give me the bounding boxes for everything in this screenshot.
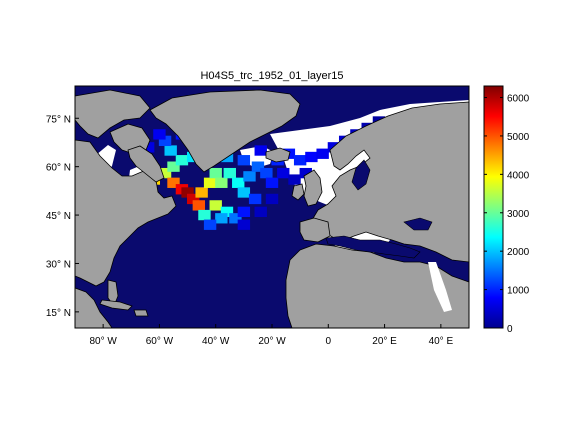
field-cell <box>158 167 172 179</box>
y-tick-label: 45° N <box>46 211 71 222</box>
field-cell <box>237 206 251 218</box>
map-plot-area <box>75 86 469 328</box>
x-tick-label: 20° E <box>372 336 397 347</box>
field-cell <box>316 148 329 159</box>
field-cell <box>192 200 206 211</box>
field-cell <box>215 177 228 188</box>
cuba-landmass <box>99 299 133 311</box>
field-cell <box>232 177 245 188</box>
field-cell <box>195 187 208 198</box>
colorbar-tick-label: 4000 <box>507 170 530 181</box>
field-cell <box>209 200 222 211</box>
arctic-canada-landmass <box>75 89 151 139</box>
colorbar-tick-label: 0 <box>507 324 513 335</box>
hispaniola-landmass <box>133 309 149 317</box>
black-sea <box>403 217 433 231</box>
y-axis-ticks: 75° N 60° N 45° N 30° N 15° N <box>46 114 79 319</box>
britain-landmass <box>303 169 323 207</box>
field-cell <box>175 155 189 166</box>
field-cell <box>277 167 290 179</box>
mediterranean-sea <box>325 235 421 259</box>
florida-landmass <box>107 279 119 307</box>
colorbar-ticks: 0 1000 2000 3000 4000 5000 6000 <box>484 94 530 335</box>
baltic-sea <box>351 159 371 191</box>
x-tick-label: 20° W <box>258 336 286 347</box>
field-cell <box>265 177 279 188</box>
field-cell <box>229 213 242 224</box>
iceland-landmass <box>265 147 291 163</box>
field-cell <box>305 151 318 163</box>
field-cell <box>181 187 194 198</box>
x-axis-ticks: 80° W 60° W 40° W 20° W 0 20° E 40° E <box>89 324 453 347</box>
field-cell <box>223 167 236 179</box>
field-cell <box>164 145 177 156</box>
field-cell <box>153 129 166 140</box>
labrador-landmass <box>127 145 165 183</box>
y-tick-label: 30° N <box>46 259 71 270</box>
field-cell <box>167 161 180 172</box>
central-america-landmass <box>75 287 113 328</box>
colorbar: 0 1000 2000 3000 4000 5000 6000 <box>483 85 530 335</box>
colorbar-tick-label: 3000 <box>507 209 530 220</box>
colorbar-tick-label: 6000 <box>507 94 530 105</box>
colorbar-tick-label: 1000 <box>507 286 530 297</box>
greenland-landmass <box>149 89 301 173</box>
field-cell <box>288 174 301 185</box>
field-cell <box>254 145 267 156</box>
field-cell <box>158 135 172 147</box>
colorbar-tick-label: 2000 <box>507 247 530 258</box>
field-cell <box>265 193 279 205</box>
colorbar-tick-label: 5000 <box>507 132 530 143</box>
field-cell <box>237 219 251 230</box>
field-cell <box>198 209 211 221</box>
field-cell <box>203 219 217 230</box>
x-tick-label: 40° E <box>429 336 454 347</box>
iberia-landmass <box>299 217 331 243</box>
field-cell <box>167 177 180 188</box>
colorbar-gradient <box>483 85 504 329</box>
field-cell <box>251 161 265 172</box>
field-cell <box>220 206 234 218</box>
field-cell <box>254 206 267 218</box>
inland-seas <box>325 159 433 259</box>
ireland-landmass <box>291 183 305 201</box>
field-cell <box>209 167 222 179</box>
x-tick-label: 80° W <box>89 336 117 347</box>
field-cell <box>215 213 228 224</box>
map-title: H04S5_trc_1952_01_layer15 <box>200 70 343 82</box>
x-tick-label: 60° W <box>146 336 174 347</box>
y-tick-label: 60° N <box>46 163 71 174</box>
field-cell <box>248 193 262 205</box>
field-cell <box>243 171 256 182</box>
field-cell <box>237 155 251 166</box>
field-cell <box>260 167 273 179</box>
field-cell <box>293 155 307 166</box>
field-cell <box>299 167 312 179</box>
x-tick-label: 40° W <box>202 336 230 347</box>
x-tick-label: 0 <box>326 336 332 347</box>
y-tick-label: 15° N <box>46 308 71 319</box>
red-sea-nodata <box>428 262 452 312</box>
field-cell <box>203 177 217 188</box>
field-cell <box>187 193 200 205</box>
africa-landmass <box>285 243 469 328</box>
y-tick-label: 75° N <box>46 114 71 125</box>
field-cell <box>237 187 251 198</box>
field-cell <box>141 142 155 153</box>
